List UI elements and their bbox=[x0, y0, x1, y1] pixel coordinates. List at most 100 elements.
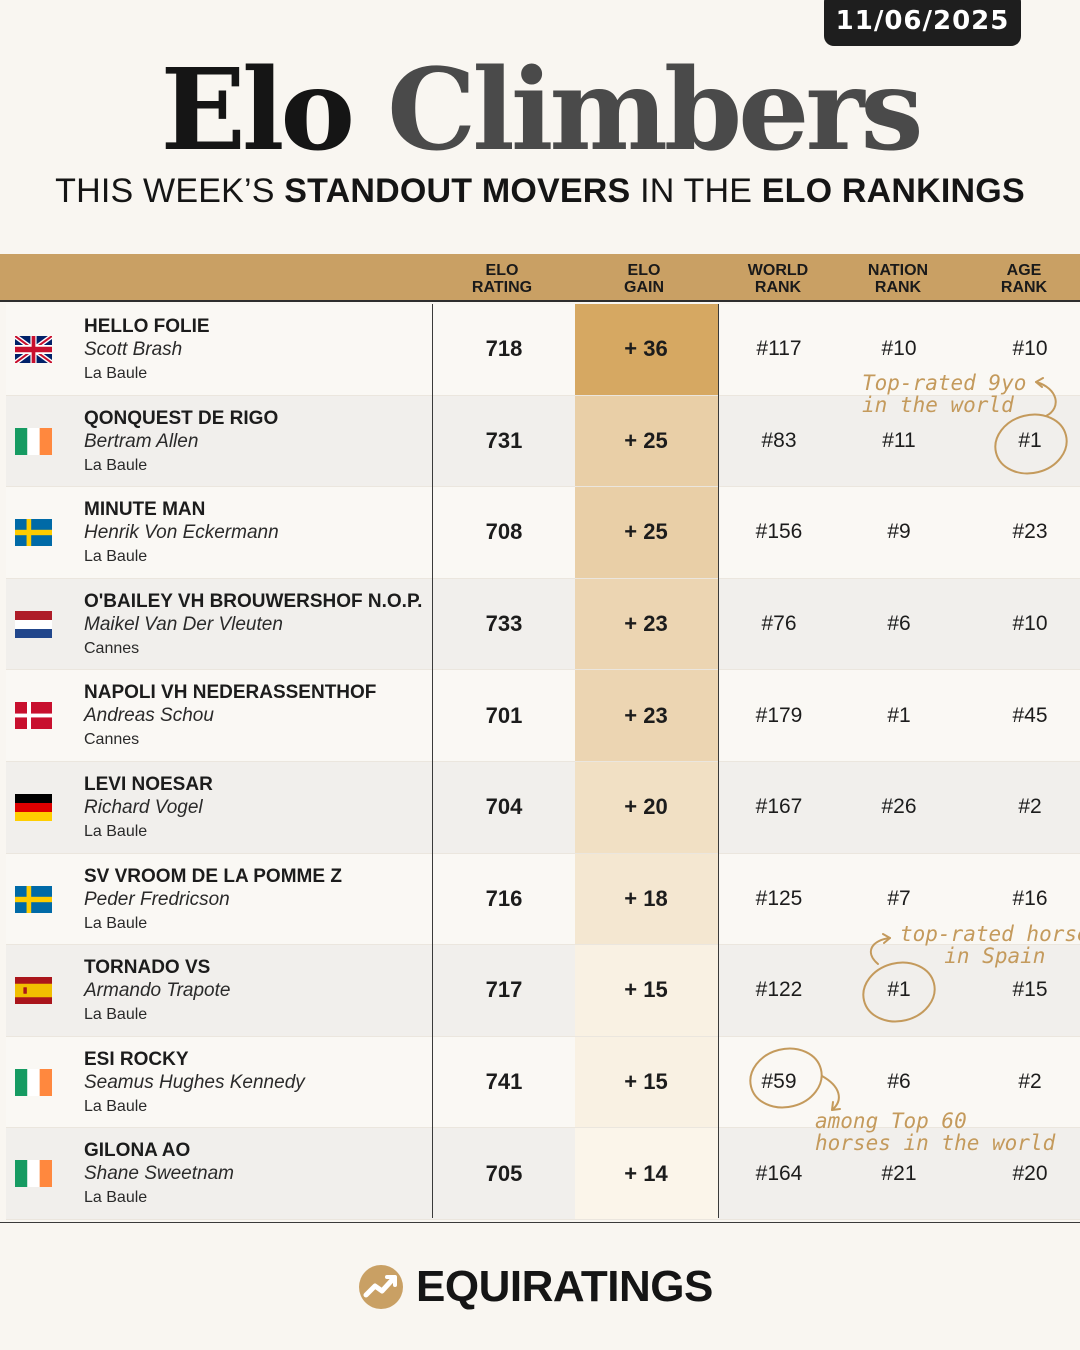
nation-rank-value: #9 bbox=[887, 520, 911, 544]
horse-name[interactable]: QONQUEST DE RIGO bbox=[84, 407, 279, 429]
horse-name[interactable]: O'BAILEY VH BROUWERSHOF N.O.P. bbox=[84, 590, 423, 612]
horse-name[interactable]: ESI ROCKY bbox=[84, 1048, 189, 1070]
annotation-top-rated-spain: top-rated horse in Spain bbox=[900, 923, 1080, 967]
elo-rating-value: 705 bbox=[485, 1160, 523, 1186]
table-bottom-border bbox=[0, 1222, 1080, 1223]
world-rank-value: #83 bbox=[761, 428, 797, 452]
col-header-elo-gain-l1: ELO bbox=[627, 262, 661, 279]
col-header-nation-rank-l1: NATION bbox=[867, 262, 929, 279]
age-rank-value: #23 bbox=[1012, 520, 1048, 544]
ireland-flag-icon bbox=[15, 1068, 52, 1096]
table-row[interactable]: O'BAILEY VH BROUWERSHOF N.O.P. Maikel Van… bbox=[6, 578, 1080, 671]
elo-rating-value: 718 bbox=[485, 336, 523, 362]
event-name: La Baule bbox=[84, 822, 148, 840]
nation-rank-value: #26 bbox=[881, 795, 917, 819]
elo-gain-heat-cell bbox=[575, 395, 718, 487]
elo-gain-value: + 14 bbox=[624, 1160, 668, 1186]
table-row[interactable]: HELLO FOLIE Scott Brash La Baule 718 + 36 #11… bbox=[6, 304, 1080, 396]
table-row[interactable]: QONQUEST DE RIGO Bertram Allen La Baule 731… bbox=[6, 395, 1080, 488]
ireland-flag-icon bbox=[15, 1160, 52, 1188]
col-header-elo-rating[interactable]: ELO RATING bbox=[452, 262, 552, 296]
event-name: La Baule bbox=[84, 1189, 148, 1207]
rider-name: Armando Trapote bbox=[84, 980, 231, 1002]
table-row[interactable]: NAPOLI VH NEDERASSENTHOF Andreas Schou Can… bbox=[6, 670, 1080, 762]
elo-gain-value: + 15 bbox=[624, 977, 668, 1003]
col-header-age-rank-l2: RANK bbox=[1000, 279, 1048, 296]
age-rank-value: #10 bbox=[1012, 337, 1048, 361]
col-header-world-rank-l2: RANK bbox=[754, 279, 802, 296]
horse-name[interactable]: MINUTE MAN bbox=[84, 499, 206, 521]
age-rank-value: #45 bbox=[1012, 703, 1048, 727]
elo-rating-value: 731 bbox=[485, 427, 523, 453]
elo-gain-value: + 36 bbox=[624, 336, 668, 362]
nation-rank-value: #6 bbox=[887, 1070, 911, 1094]
world-rank-value: #122 bbox=[755, 978, 803, 1002]
age-rank-value: #2 bbox=[1018, 795, 1042, 819]
col-header-age-rank-l1: AGE bbox=[1006, 262, 1042, 279]
equiratings-logo-icon bbox=[359, 1265, 403, 1309]
elo-gain-value: + 25 bbox=[624, 427, 668, 453]
rider-name: Peder Fredricson bbox=[84, 888, 230, 910]
rider-name: Seamus Hughes Kennedy bbox=[84, 1071, 305, 1093]
col-header-elo-gain[interactable]: ELO GAIN bbox=[594, 262, 694, 296]
event-name: La Baule bbox=[84, 914, 148, 932]
title-word-climbers: Climbers bbox=[387, 44, 923, 176]
elo-gain-heat-cell bbox=[575, 578, 718, 670]
world-rank-value: #164 bbox=[755, 1161, 803, 1185]
page-title: Elo Climbers bbox=[0, 45, 1080, 176]
horse-name[interactable]: GILONA AO bbox=[84, 1140, 191, 1162]
elo-gain-heat-cell bbox=[575, 761, 718, 853]
table-row[interactable]: SV VROOM DE LA POMME Z Peder Fredricson La… bbox=[6, 853, 1080, 946]
table-row[interactable]: GILONA AO Shane Sweetnam La Baule 705 + 14 #1… bbox=[6, 1128, 1080, 1220]
horse-name[interactable]: LEVI NOESAR bbox=[84, 773, 213, 795]
col-header-world-rank[interactable]: WORLD RANK bbox=[728, 262, 828, 296]
annotation-1-line-2: in the world bbox=[862, 393, 1014, 417]
horse-name[interactable]: TORNADO VS bbox=[84, 957, 211, 979]
col-header-age-rank[interactable]: AGE RANK bbox=[974, 262, 1074, 296]
event-name: La Baule bbox=[84, 456, 148, 474]
event-name: La Baule bbox=[84, 1097, 148, 1115]
horse-name[interactable]: SV VROOM DE LA POMME Z bbox=[84, 865, 342, 887]
age-rank-value: #10 bbox=[1012, 612, 1048, 636]
table-row[interactable]: LEVI NOESAR Richard Vogel La Baule 704 + 20 #… bbox=[6, 761, 1080, 854]
rider-name: Bertram Allen bbox=[84, 430, 199, 452]
annotation-2-line-2: in Spain bbox=[944, 944, 1046, 968]
elo-gain-value: + 23 bbox=[624, 611, 668, 637]
denmark-flag-icon bbox=[15, 702, 52, 730]
rider-name: Scott Brash bbox=[84, 339, 183, 360]
sweden-flag-icon bbox=[15, 885, 52, 913]
age-rank-value: #2 bbox=[1018, 1070, 1042, 1094]
world-rank-value: #156 bbox=[755, 520, 803, 544]
table-header: ELO RATING ELO GAIN WORLD RANK NATION RA… bbox=[0, 254, 1080, 302]
elo-gain-value: + 25 bbox=[624, 519, 668, 545]
elo-rating-value: 717 bbox=[485, 977, 523, 1003]
subtitle-part-1: THIS WEEK’S bbox=[55, 172, 285, 210]
col-header-nation-rank[interactable]: NATION RANK bbox=[848, 262, 948, 296]
annotation-1-line-1: Top-rated 9yo bbox=[862, 371, 1027, 395]
elo-gain-heat-cell bbox=[575, 1036, 718, 1128]
col-header-elo-gain-l2: GAIN bbox=[624, 279, 664, 296]
elo-rating-value: 716 bbox=[485, 885, 523, 911]
germany-flag-icon bbox=[15, 793, 52, 821]
elo-gain-value: + 15 bbox=[624, 1069, 668, 1095]
elo-rating-value: 733 bbox=[485, 611, 523, 637]
nation-rank-value: #21 bbox=[881, 1161, 917, 1185]
equiratings-logo[interactable]: EQUIRATINGS bbox=[358, 1262, 728, 1312]
nation-rank-value: #1 bbox=[887, 703, 911, 727]
horse-name[interactable]: NAPOLI VH NEDERASSENTHOF bbox=[84, 682, 377, 704]
rider-name: Richard Vogel bbox=[84, 796, 203, 818]
date-badge: 11/06/2025 bbox=[824, 0, 1021, 46]
subtitle-bold-1: STANDOUT MOVERS bbox=[284, 172, 631, 210]
annotation-3-line-2: horses in the world bbox=[815, 1131, 1056, 1155]
col-header-elo-rating-l2: RATING bbox=[471, 279, 533, 296]
world-rank-value: #76 bbox=[761, 612, 797, 636]
horse-name[interactable]: HELLO FOLIE bbox=[84, 316, 210, 337]
column-divider bbox=[432, 304, 433, 1218]
world-rank-value: #125 bbox=[755, 886, 803, 910]
world-rank-value: #179 bbox=[755, 703, 803, 727]
elo-gain-value: + 23 bbox=[624, 702, 668, 728]
annotation-3-line-1: among Top 60 bbox=[815, 1109, 967, 1133]
table-row[interactable]: MINUTE MAN Henrik Von Eckermann La Baule 70… bbox=[6, 487, 1080, 579]
table-row[interactable]: ESI ROCKY Seamus Hughes Kennedy La Baule 74… bbox=[6, 1036, 1080, 1129]
world-rank-value: #59 bbox=[761, 1070, 797, 1094]
